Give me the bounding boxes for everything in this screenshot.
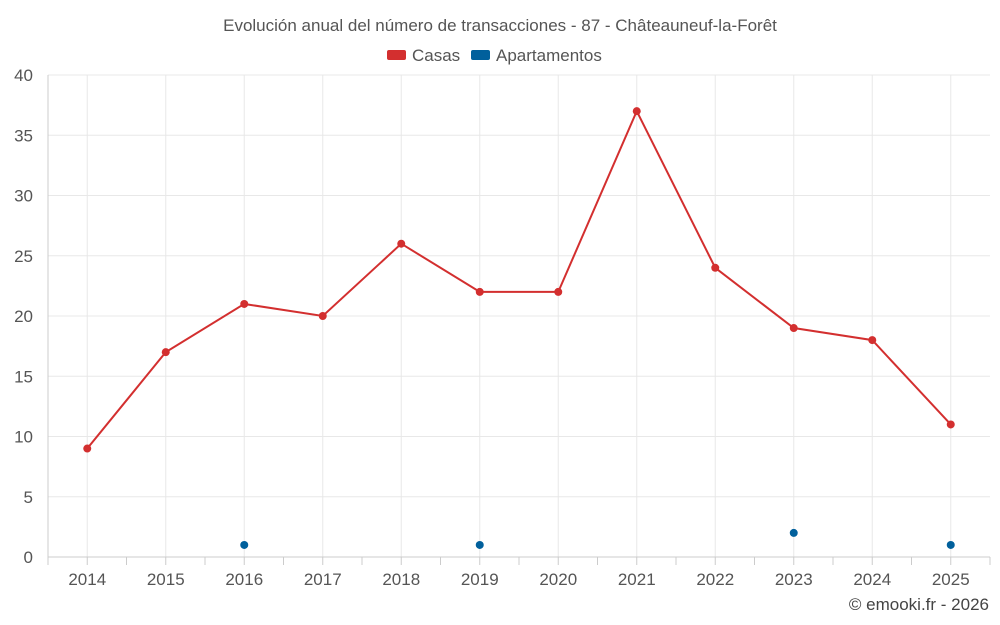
data-point-casas[interactable]	[554, 287, 563, 296]
x-tick-label: 2018	[382, 570, 420, 589]
data-point-apartamentos[interactable]	[789, 528, 798, 537]
legend-label-casas[interactable]: Casas	[412, 46, 460, 65]
x-tick-label: 2019	[461, 570, 499, 589]
data-point-casas[interactable]	[789, 324, 798, 333]
legend-swatch-apartamentos	[471, 50, 490, 60]
x-tick-label: 2025	[932, 570, 970, 589]
y-tick-label: 30	[14, 187, 33, 206]
y-tick-label: 10	[14, 428, 33, 447]
y-tick-label: 35	[14, 126, 33, 145]
x-tick-label: 2024	[853, 570, 891, 589]
legend[interactable]: Casas Apartamentos	[387, 46, 602, 65]
data-point-casas[interactable]	[475, 287, 484, 296]
data-point-casas[interactable]	[397, 239, 406, 248]
data-point-casas[interactable]	[240, 299, 249, 308]
data-point-casas[interactable]	[83, 444, 92, 453]
data-point-casas[interactable]	[632, 107, 641, 116]
series	[83, 107, 955, 549]
x-tick-label: 2021	[618, 570, 656, 589]
data-point-casas[interactable]	[711, 263, 720, 272]
legend-swatch-casas	[387, 50, 406, 60]
y-tick-label: 25	[14, 247, 33, 266]
copyright: © emooki.fr - 2026	[849, 595, 989, 614]
x-tick-label: 2020	[539, 570, 577, 589]
x-tick-label: 2016	[225, 570, 263, 589]
y-tick-label: 40	[14, 66, 33, 85]
data-point-casas[interactable]	[161, 348, 170, 357]
y-tick-label: 0	[24, 548, 33, 567]
chart-title: Evolución anual del número de transaccio…	[223, 16, 777, 35]
legend-label-apartamentos[interactable]: Apartamentos	[496, 46, 602, 65]
x-tick-label: 2023	[775, 570, 813, 589]
x-tick-label: 2017	[304, 570, 342, 589]
data-point-apartamentos[interactable]	[475, 540, 484, 549]
series-line-casas	[86, 108, 952, 450]
data-point-apartamentos[interactable]	[240, 540, 249, 549]
data-point-casas[interactable]	[868, 336, 877, 345]
x-tick-label: 2015	[147, 570, 185, 589]
data-point-apartamentos[interactable]	[946, 540, 955, 549]
x-tick-label: 2022	[696, 570, 734, 589]
x-tick-label: 2014	[68, 570, 106, 589]
grid	[48, 74, 990, 557]
y-tick-label: 20	[14, 307, 33, 326]
data-point-casas[interactable]	[946, 420, 955, 429]
data-point-casas[interactable]	[318, 312, 327, 320]
y-tick-label: 15	[14, 367, 33, 386]
y-tick-label: 5	[24, 488, 33, 507]
